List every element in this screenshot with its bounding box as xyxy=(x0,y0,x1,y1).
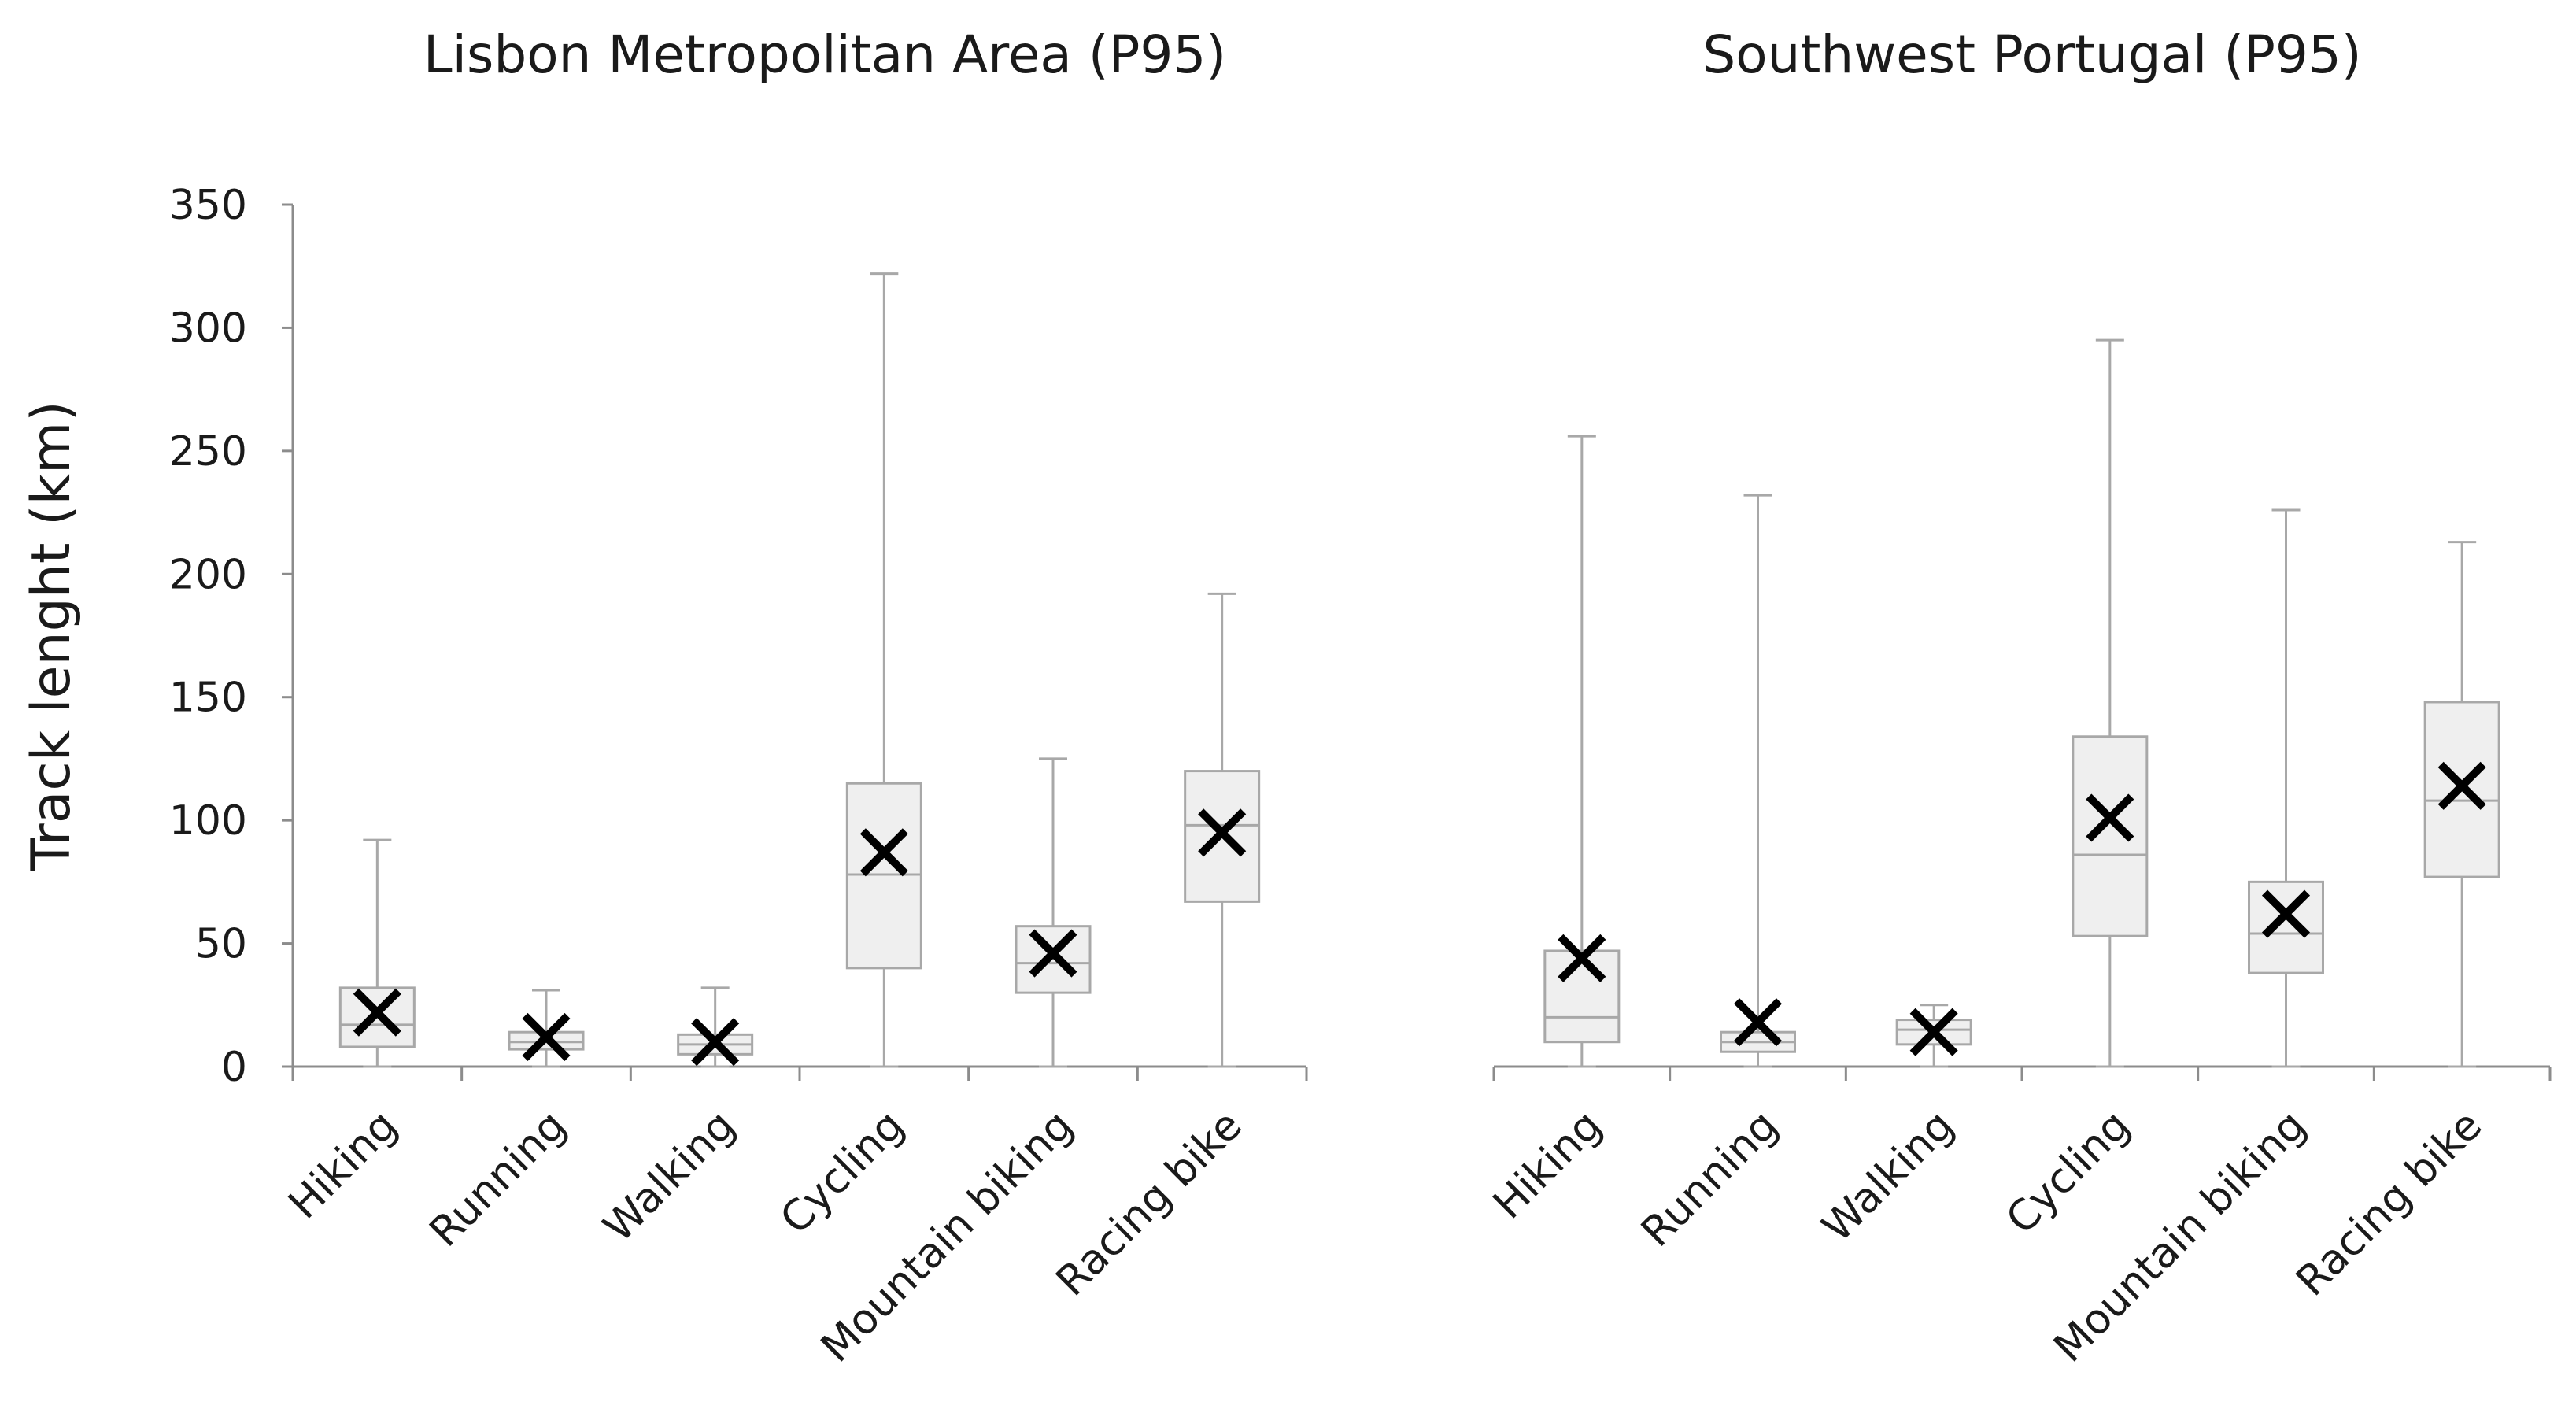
mean-marker xyxy=(1198,808,1247,857)
chart-panel-2: Southwest Portugal (P95) Hiking Running Wal… xyxy=(1484,24,2552,1372)
x-tick-label: Racing bike xyxy=(2287,1101,2491,1305)
mean-marker-stroke xyxy=(1909,1008,1958,1056)
mean-marker-stroke xyxy=(2437,761,2486,810)
box-racing-bike xyxy=(2423,541,2500,1068)
mean-marker-stroke xyxy=(353,988,401,1037)
mean-marker xyxy=(353,988,401,1037)
x-tick-label: Hiking xyxy=(279,1101,406,1228)
mean-marker-stroke xyxy=(1558,934,1606,982)
x-tick-label: Running xyxy=(420,1101,575,1256)
box-iqr xyxy=(1015,925,1092,994)
y-tick-label: 50 xyxy=(195,921,247,968)
chart-title: Lisbon Metropolitan Area (P95) xyxy=(423,24,1226,85)
chart-panel-1: Lisbon Metropolitan Area (P95) 0 50 100 150 2… xyxy=(20,24,1308,1372)
mean-marker-stroke xyxy=(2086,793,2134,842)
box-hiking xyxy=(338,838,416,1068)
box-cycling xyxy=(2072,338,2149,1068)
chart-title: Southwest Portugal (P95) xyxy=(1702,24,2361,85)
box-walking xyxy=(1895,1004,1972,1068)
mean-marker-stroke xyxy=(859,828,908,877)
box-mountain-biking xyxy=(1015,757,1092,1068)
y-tick-label: 350 xyxy=(169,182,247,229)
y-tick-label: 200 xyxy=(169,551,247,598)
box-iqr xyxy=(845,782,922,970)
x-tick-label: Hiking xyxy=(1484,1101,1611,1228)
y-axis-label: Track lenght (km) xyxy=(20,401,83,871)
mean-marker xyxy=(2086,793,2134,842)
x-tick-label: Cycling xyxy=(771,1101,913,1243)
box-racing-bike xyxy=(1184,592,1261,1068)
mean-marker xyxy=(2261,889,2311,938)
y-tick-label: 250 xyxy=(169,428,247,475)
mean-marker xyxy=(1909,1008,1958,1056)
mean-marker-stroke xyxy=(1029,929,1077,978)
mean-marker-stroke xyxy=(1733,998,1783,1047)
box-mountain-biking xyxy=(2248,508,2324,1068)
box-running xyxy=(1720,494,1796,1068)
mean-marker xyxy=(1733,998,1783,1047)
x-tick-label: Walking xyxy=(594,1101,745,1252)
y-tick-label: 300 xyxy=(169,305,247,352)
box-iqr xyxy=(2248,880,2324,974)
mean-marker xyxy=(1558,934,1606,982)
box-iqr xyxy=(2072,735,2149,937)
y-tick-label: 100 xyxy=(169,797,247,845)
mean-marker-stroke xyxy=(2261,889,2311,938)
mean-marker-stroke xyxy=(691,1018,740,1067)
mean-marker xyxy=(859,828,908,877)
x-tick-label: Cycling xyxy=(1998,1101,2139,1243)
mean-marker xyxy=(2437,761,2486,810)
box-iqr xyxy=(1543,949,1621,1044)
box-walking xyxy=(677,986,754,1068)
box-hiking xyxy=(1543,435,1621,1068)
box-cycling xyxy=(845,272,922,1068)
x-tick-label: Running xyxy=(1632,1101,1787,1256)
mean-marker xyxy=(691,1018,740,1067)
y-tick-label: 0 xyxy=(221,1044,247,1091)
mean-marker xyxy=(1029,929,1077,978)
mean-marker xyxy=(522,1012,571,1061)
mean-marker-stroke xyxy=(522,1012,571,1061)
mean-marker-stroke xyxy=(1198,808,1247,857)
box-running xyxy=(508,989,585,1068)
y-tick-label: 150 xyxy=(169,675,247,722)
x-tick-label: Walking xyxy=(1813,1101,1964,1252)
